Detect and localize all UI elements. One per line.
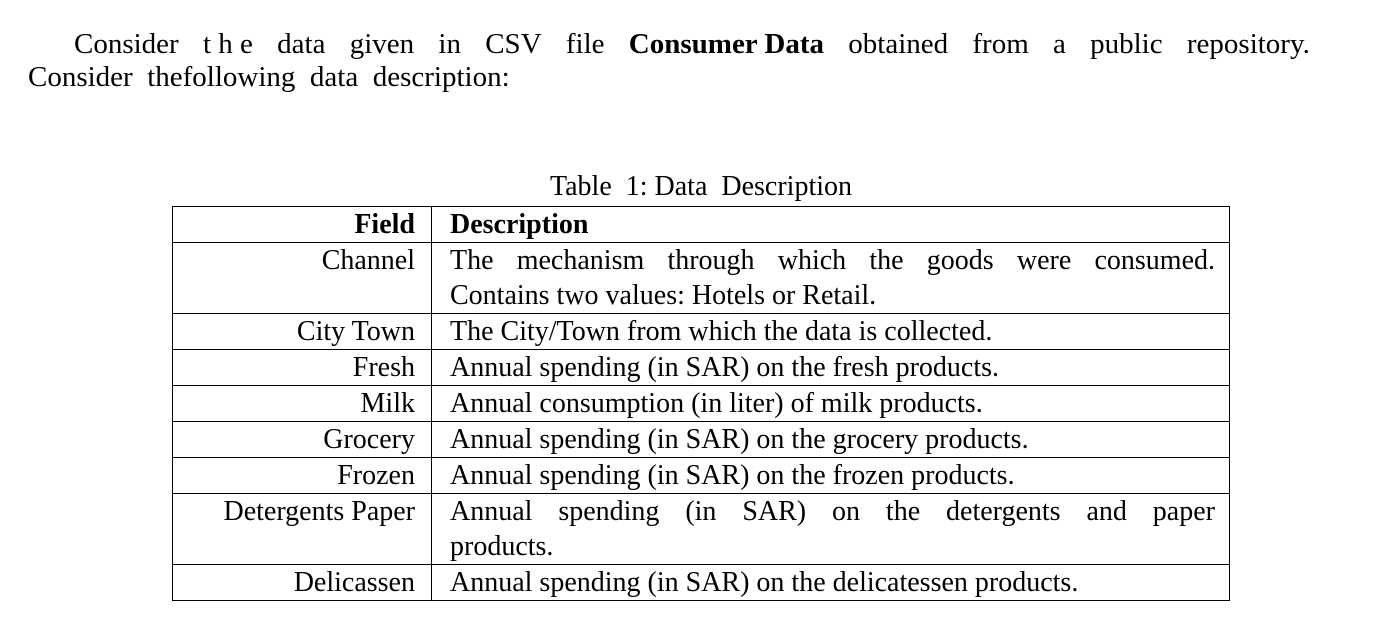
description-line: products. [450,531,554,562]
intro-word: data [277,28,326,60]
table-caption: Table 1: Data Description [549,171,853,202]
table-row: Frozen Annual spending (in SAR) on the f… [172,457,1230,494]
intro-word: CSV [485,28,542,60]
table-row: Milk Annual consumption (in liter) of mi… [172,385,1230,422]
data-description-table: Field Description Channel The mechanism … [172,206,1230,601]
table-row: Detergents Paper Annual spending (in SAR… [172,493,1230,565]
field-cell: Milk [172,385,432,422]
description-cell: Annual spending (in SAR) on the fresh pr… [431,349,1230,386]
table-row: Grocery Annual spending (in SAR) on the … [172,421,1230,458]
description-cell: Annual spending (in SAR) on the detergen… [431,493,1230,565]
intro-word: given [349,28,415,60]
description-cell: Annual spending (in SAR) on the delicate… [431,564,1230,601]
intro-line-1: Consider t h e data given in CSV file Co… [28,28,1310,61]
field-cell: Fresh [172,349,432,386]
intro-word: t h e [202,28,253,60]
header-description: Description [431,206,1230,243]
intro-line-2: Consider thefollowing data description: [28,61,510,93]
description-cell: The mechanism through which the goods we… [431,242,1230,314]
intro-word: in [438,28,461,60]
intro-paragraph: Consider t h e data given in CSV file Co… [28,28,1310,94]
description-cell: Annual spending (in SAR) on the frozen p… [431,457,1230,494]
intro-word: obtained [848,28,949,60]
description-line: Contains two values: Hotels or Retail. [450,280,877,311]
dataset-name: Consumer Data [628,28,825,60]
intro-word: a [1053,28,1066,60]
intro-word: public [1090,28,1163,60]
field-cell: Detergents Paper [172,493,432,565]
field-cell: Grocery [172,421,432,458]
intro-word: file [565,28,605,60]
description-line: Annual spending (in SAR) on the detergen… [450,496,1215,527]
table-row: City Town The City/Town from which the d… [172,313,1230,350]
field-cell: Delicassen [172,564,432,601]
description-cell: Annual consumption (in liter) of milk pr… [431,385,1230,422]
table-row: Fresh Annual spending (in SAR) on the fr… [172,349,1230,386]
intro-word: repository. [1186,28,1310,60]
description-cell: The City/Town from which the data is col… [431,313,1230,350]
table-header-row: Field Description [172,206,1230,243]
table-row: Delicassen Annual spending (in SAR) on t… [172,564,1230,601]
field-cell: Channel [172,242,432,314]
description-line: The mechanism through which the goods we… [450,245,1215,276]
intro-word: from [972,28,1029,60]
intro-word: Consider [74,28,179,60]
description-cell: Annual spending (in SAR) on the grocery … [431,421,1230,458]
header-field: Field [172,206,432,243]
field-cell: Frozen [172,457,432,494]
table-row: Channel The mechanism through which the … [172,242,1230,314]
field-cell: City Town [172,313,432,350]
